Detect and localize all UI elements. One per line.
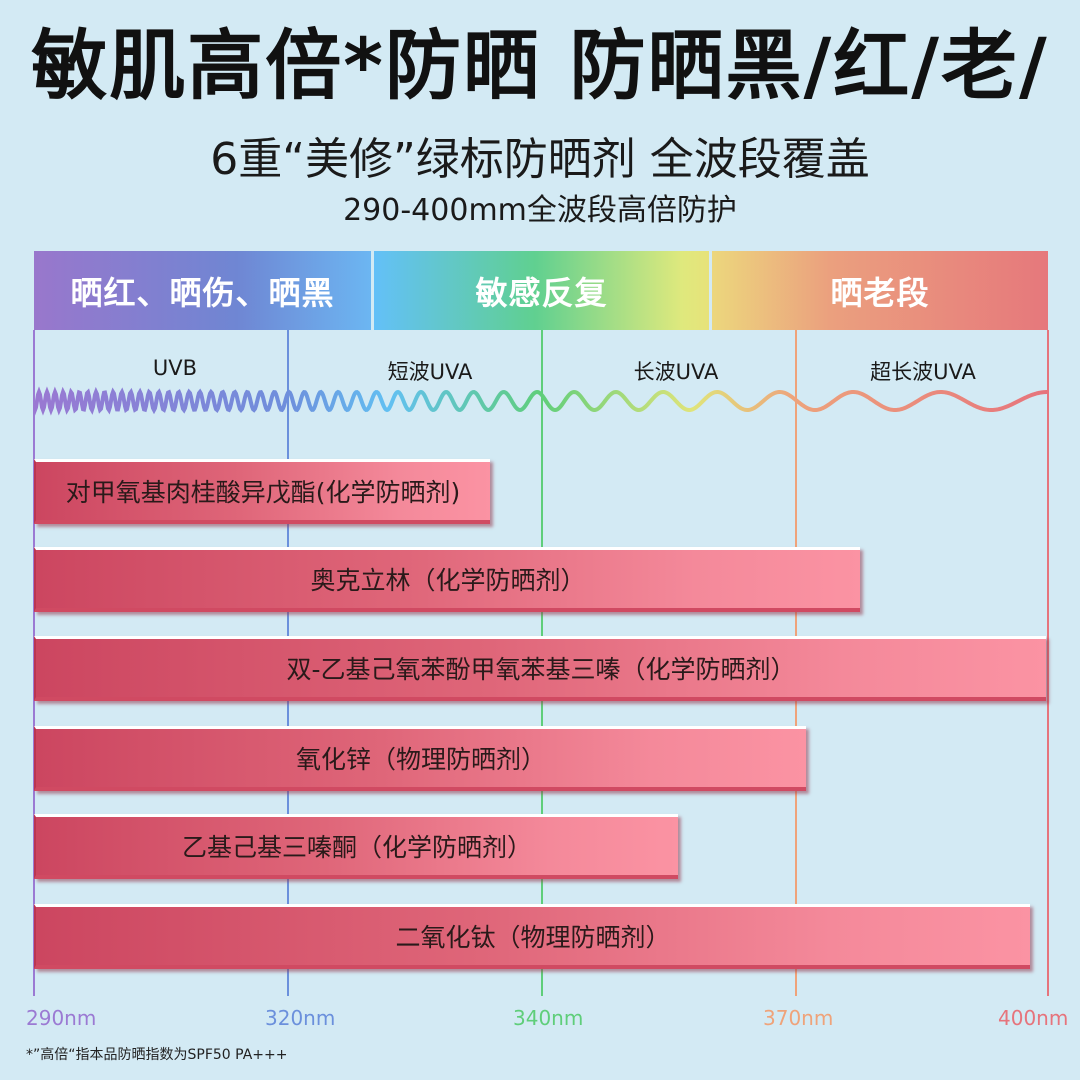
- wavelength-wave-icon: [34, 386, 1048, 416]
- bar-ingredient-3: 双-乙基己氧苯酚甲氧苯基三嗪（化学防晒剂）: [34, 636, 1046, 701]
- bar-label: 双-乙基己氧苯酚甲氧苯基三嗪（化学防晒剂）: [286, 655, 796, 684]
- tick-320nm: 320nm: [265, 1006, 336, 1030]
- bar-ingredient-4: 氧化锌（物理防晒剂）: [34, 726, 806, 791]
- tick-340nm: 340nm: [513, 1006, 584, 1030]
- bar-label: 氧化锌（物理防晒剂）: [295, 745, 546, 774]
- tick-290nm: 290nm: [26, 1006, 97, 1030]
- bar-label: 对甲氧基肉桂酸异戊酯(化学防晒剂): [65, 478, 461, 507]
- gridline-400: [1047, 330, 1049, 996]
- band-aging: 晒老段: [712, 251, 1048, 330]
- chart-title: 290-400mm全波段高倍防护: [343, 193, 737, 228]
- bar-label: 二氧化钛（物理防晒剂）: [395, 923, 671, 952]
- page-title: 敏肌高倍*防晒 防晒黑/红/老/: [31, 21, 1049, 110]
- region-label-long-uva: 长波UVA: [633, 360, 719, 384]
- tick-400nm: 400nm: [998, 1006, 1069, 1030]
- band-label: 敏感反复: [475, 273, 608, 312]
- band-label: 晒老段: [830, 273, 930, 312]
- bar-ingredient-6: 二氧化钛（物理防晒剂）: [34, 904, 1030, 969]
- band-label: 晒红、晒伤、晒黑: [70, 273, 335, 312]
- tick-370nm: 370nm: [763, 1006, 834, 1030]
- region-label-short-uva: 短波UVA: [387, 360, 473, 384]
- bar-ingredient-5: 乙基己基三嗪酮（化学防晒剂）: [34, 814, 678, 879]
- bar-label: 奥克立林（化学防晒剂）: [310, 566, 586, 595]
- region-label-ultra-long-uva: 超长波UVA: [870, 360, 976, 384]
- bar-label: 乙基己基三嗪酮（化学防晒剂）: [181, 833, 532, 862]
- subtitle: 6重“美修”绿标防晒剂 全波段覆盖: [210, 134, 870, 185]
- footnote: *”高倍“指本品防晒指数为SPF50 PA+++: [26, 1047, 288, 1063]
- band-sunburn: 晒红、晒伤、晒黑: [34, 251, 371, 330]
- band-sensitive: 敏感反复: [374, 251, 709, 330]
- region-label-uvb: UVB: [152, 356, 198, 380]
- bar-ingredient-1: 对甲氧基肉桂酸异戊酯(化学防晒剂): [34, 459, 490, 524]
- bar-ingredient-2: 奥克立林（化学防晒剂）: [34, 547, 860, 612]
